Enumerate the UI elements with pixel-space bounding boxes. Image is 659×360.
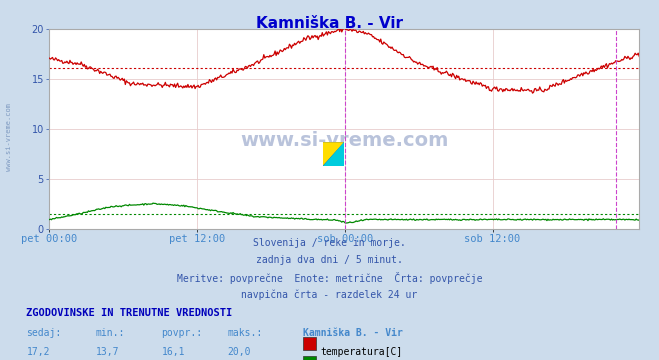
Text: temperatura[C]: temperatura[C] <box>320 347 403 357</box>
Text: sedaj:: sedaj: <box>26 328 61 338</box>
Text: povpr.:: povpr.: <box>161 328 202 338</box>
Text: min.:: min.: <box>96 328 125 338</box>
Polygon shape <box>323 142 344 166</box>
Text: 17,2: 17,2 <box>26 347 50 357</box>
Text: maks.:: maks.: <box>227 328 262 338</box>
Text: Slovenija / reke in morje.: Slovenija / reke in morje. <box>253 238 406 248</box>
Text: 20,0: 20,0 <box>227 347 251 357</box>
Text: Kamniška B. - Vir: Kamniška B. - Vir <box>303 328 403 338</box>
Text: navpična črta - razdelek 24 ur: navpična črta - razdelek 24 ur <box>241 289 418 300</box>
Text: Meritve: povprečne  Enote: metrične  Črta: povprečje: Meritve: povprečne Enote: metrične Črta:… <box>177 272 482 284</box>
Text: Kamniška B. - Vir: Kamniška B. - Vir <box>256 16 403 31</box>
Text: zadnja dva dni / 5 minut.: zadnja dva dni / 5 minut. <box>256 255 403 265</box>
Text: www.si-vreme.com: www.si-vreme.com <box>5 103 12 171</box>
Text: 16,1: 16,1 <box>161 347 185 357</box>
Text: 13,7: 13,7 <box>96 347 119 357</box>
Text: www.si-vreme.com: www.si-vreme.com <box>240 131 449 150</box>
Text: ZGODOVINSKE IN TRENUTNE VREDNOSTI: ZGODOVINSKE IN TRENUTNE VREDNOSTI <box>26 308 233 318</box>
Polygon shape <box>323 142 344 166</box>
